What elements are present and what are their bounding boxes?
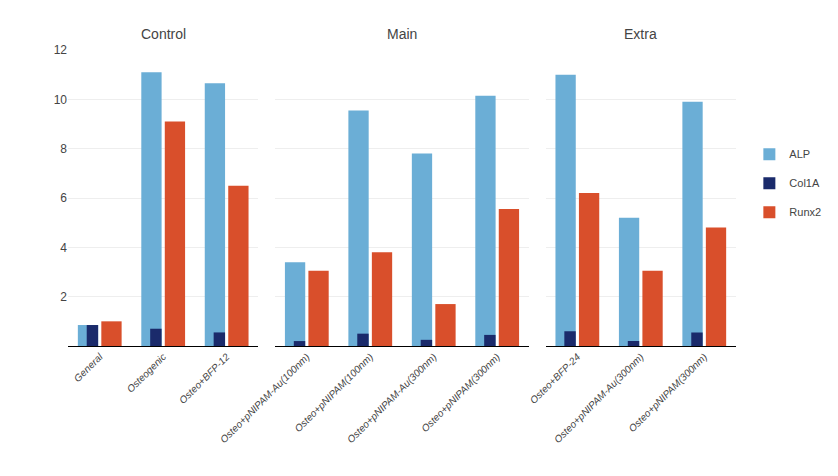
svg-text:Osteo+pNIPAM-Au(300nm): Osteo+pNIPAM-Au(300nm) — [552, 351, 646, 445]
svg-text:Osteo+BFP-12: Osteo+BFP-12 — [177, 351, 232, 406]
svg-text:Col1A: Col1A — [789, 177, 820, 189]
svg-text:10: 10 — [54, 93, 68, 107]
svg-text:Osteo+pNIPAM-Au(300nm): Osteo+pNIPAM-Au(300nm) — [345, 351, 439, 445]
svg-text:Osteo+pNIPAM(100nm): Osteo+pNIPAM(100nm) — [292, 351, 375, 434]
svg-text:8: 8 — [60, 142, 67, 156]
svg-text:Osteo+pNIPAM-Au(100nm): Osteo+pNIPAM-Au(100nm) — [218, 351, 312, 445]
svg-text:6: 6 — [60, 191, 67, 205]
svg-text:Extra: Extra — [624, 26, 657, 42]
svg-text:2: 2 — [60, 290, 67, 304]
svg-text:ALP: ALP — [789, 148, 810, 160]
svg-text:12: 12 — [54, 43, 68, 57]
svg-text:Control: Control — [141, 26, 186, 42]
svg-text:Runx2: Runx2 — [789, 206, 821, 218]
svg-text:Main: Main — [387, 26, 417, 42]
svg-text:Osteo+pNIPAM(300nm): Osteo+pNIPAM(300nm) — [626, 351, 709, 434]
svg-text:General: General — [72, 351, 105, 384]
svg-text:Osteogenic: Osteogenic — [125, 351, 169, 395]
svg-text:4: 4 — [60, 241, 67, 255]
svg-text:Osteo+BFP-24: Osteo+BFP-24 — [528, 351, 583, 406]
svg-text:Osteo+pNIPAM(300nm): Osteo+pNIPAM(300nm) — [419, 351, 502, 434]
